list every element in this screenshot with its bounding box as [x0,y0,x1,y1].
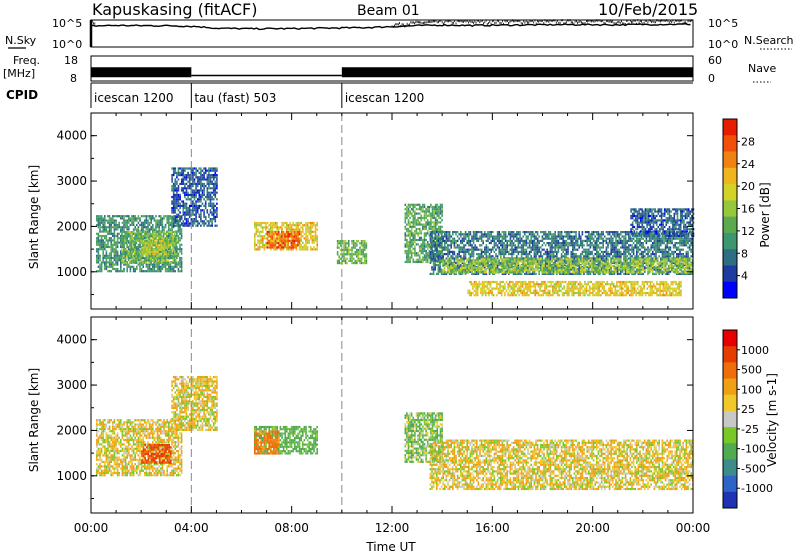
nave-right-tick-top: 60 [708,54,722,67]
power-colorbar-swatch-4 [723,184,737,201]
date-label: 10/Feb/2015 [598,0,698,19]
power-colorbar-swatch-7 [723,232,737,250]
x-tick-label-1: 04:00 [174,521,209,535]
cpid-segment-1: tau (fast) 503 [194,91,276,105]
beam-label: Beam 01 [357,3,420,19]
noise-left-label: N.Sky [5,34,37,47]
power-colorbar-swatch-0 [723,119,737,136]
power-colorbar-tick-5: 8 [741,247,748,260]
cpid-label: CPID [6,88,38,102]
power-colorbar-swatch-8 [723,249,737,266]
x-tick-label-0: 00:00 [74,521,109,535]
velocity-colorbar-tick-3: 25 [741,403,755,416]
x-tick-label-4: 16:00 [475,521,510,535]
power-colorbar-tick-2: 20 [741,180,755,193]
velocity-colorbar-tick-7: -1000 [741,482,773,495]
velocity-colorbar-tick-5: -100 [741,443,766,456]
power-colorbar-swatch-5 [723,200,737,217]
noise-panel [89,19,694,48]
nave-right-tick-bottom: 0 [708,72,715,85]
power-ylabel: Slant Range [km] [27,165,41,269]
velocity-colorbar-swatch-8 [723,459,737,476]
noise-left-tick-bottom: 10^0 [52,38,82,51]
frequency-panel [90,55,694,82]
velocity-colorbar-swatch-5 [723,410,737,428]
velocity-ytick-label-0: 1000 [56,469,87,483]
velocity-ylabel: Slant Range [km] [27,368,41,472]
power-panel: 1000 2000 3000 4000 [56,112,695,310]
velocity-colorbar-swatch-0 [723,330,737,347]
power-ytick-label-3: 4000 [56,129,87,143]
velocity-colorbar-tick-2: 100 [741,383,762,396]
velocity-cells [96,376,694,491]
power-colorbar-swatch-9 [723,265,737,283]
velocity-colorbar-frame [722,329,738,509]
noise-right-tick-bottom: 10^0 [708,38,738,51]
freq-left-label: Freq. [13,54,40,67]
velocity-panel: 1000 2000 3000 4000 [56,316,694,514]
station-title: Kapuskasing (fitACF) [92,0,257,19]
time-xlabel: Time UT [365,540,416,554]
x-tick-labels: 00:00 04:00 08:00 12:00 16:00 20:00 00:00 [74,521,711,535]
sky-noise-series [91,22,691,31]
velocity-colorbar-tick-6: -500 [741,462,766,475]
velocity-colorbar-tick-1: 500 [741,364,762,377]
velocity-ytick-label-1: 2000 [56,423,87,437]
x-tick-label-6: 00:00 [676,521,711,535]
noise-right-label: N.Search [744,34,794,47]
velocity-colorbar-swatch-6 [723,427,737,444]
velocity-colorbar-swatch-9 [723,475,737,493]
power-colorbar-tick-1: 24 [741,158,755,171]
velocity-colorbar-tick-4: -25 [741,423,759,436]
power-ytick-label-1: 2000 [56,219,87,233]
power-colorbar-tick-6: 4 [741,270,748,283]
power-colorbar-tick-4: 12 [741,225,755,238]
power-colorbar-swatch-10 [723,281,737,299]
power-colorbar-swatch-2 [723,151,737,169]
cpid-panel: icescan 1200 tau (fast) 503 icescan 1200 [90,82,693,108]
power-colorbar-tick-3: 16 [741,203,755,216]
power-ytick-label-0: 1000 [56,265,87,279]
cpid-segment-0: icescan 1200 [94,91,173,105]
freq-segment-0 [91,67,192,78]
velocity-colorbar-swatch-10 [723,491,737,509]
velocity-colorbar-label: Velocity [m s-1] [765,373,779,467]
velocity-colorbar-swatch-4 [723,394,737,412]
power-cells [96,167,695,297]
power-background [91,113,693,309]
velocity-colorbar-swatch-3 [723,378,737,396]
power-colorbar-label: Power [dB] [758,182,772,247]
freq-left-unit: [MHz] [3,67,35,80]
colorbars: 28 24 20 16 12 8 4 1000 500 100 25 -25 -100 -500 -1000 [722,118,773,509]
cpid-segment-2: icescan 1200 [345,91,424,105]
x-tick-label-5: 20:00 [575,521,610,535]
x-tick-label-3: 12:00 [375,521,410,535]
velocity-ytick-label-3: 4000 [56,333,87,347]
freq-left-tick-top: 18 [64,54,78,67]
freq-segment-2 [341,67,693,78]
x-tick-label-2: 08:00 [274,521,309,535]
nave-right-label: Nave [748,62,776,75]
power-colorbar-tick-0: 28 [741,135,755,148]
power-colorbar-swatch-1 [723,135,737,152]
velocity-colorbar-tick-0: 1000 [741,344,769,357]
velocity-colorbar-swatch-2 [723,362,737,379]
velocity-colorbar-swatch-7 [723,443,737,460]
velocity-ytick-label-2: 3000 [56,378,87,392]
power-colorbar-swatch-3 [723,167,737,185]
velocity-colorbar-swatch-1 [723,346,737,363]
noise-left-tick-top: 10^5 [52,17,82,30]
freq-left-tick-bottom: 8 [70,72,77,85]
power-ytick-label-2: 3000 [56,174,87,188]
noise-right-tick-top: 10^5 [708,17,738,30]
power-colorbar-swatch-6 [723,216,737,234]
